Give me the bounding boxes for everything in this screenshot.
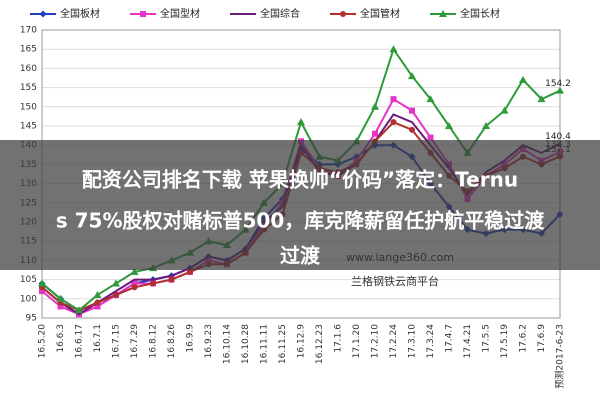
marker	[390, 96, 397, 103]
marker	[389, 45, 398, 53]
marker	[187, 268, 193, 275]
legend-label: 全国板材	[60, 7, 100, 20]
x-tick-label: 17.5.19	[500, 324, 510, 359]
y-tick-label: 165	[20, 45, 37, 55]
x-tick-label: 17.5.5	[482, 324, 492, 353]
marker	[445, 122, 453, 129]
x-tick-label: 16.6.17	[75, 324, 85, 358]
x-tick-label: 16.12.23	[315, 324, 325, 364]
marker	[537, 95, 546, 103]
marker	[372, 130, 378, 137]
marker	[94, 303, 101, 310]
x-tick-label: 16.10.28	[241, 324, 251, 364]
marker	[409, 126, 415, 133]
marker	[500, 106, 509, 114]
y-tick-label: 105	[20, 275, 37, 285]
marker	[57, 303, 64, 310]
x-tick-label: 16.6.3	[56, 324, 66, 353]
legend-label: 全国长材	[460, 7, 500, 20]
overlay-headline: s 75%股权对赌标普500，库克降薪留任护航平稳过渡	[56, 209, 545, 233]
marker	[519, 75, 527, 83]
x-tick-label: 17.4.7	[445, 324, 455, 353]
x-tick-label: 16.7.29	[130, 324, 140, 359]
x-tick-label: 16.12.9	[297, 324, 307, 359]
end-value-label: 154.2	[545, 79, 571, 89]
marker	[556, 86, 564, 94]
marker	[482, 122, 490, 129]
marker	[56, 294, 65, 302]
x-tick-label: 16.11.25	[278, 324, 288, 364]
marker	[409, 107, 415, 114]
y-tick-label: 170	[20, 26, 37, 36]
y-tick-label: 100	[20, 294, 37, 304]
watermark-name: 兰格钢铁云商平台	[351, 274, 439, 288]
marker	[112, 279, 120, 287]
x-tick-label: 17.3.24	[426, 324, 436, 359]
marker	[39, 10, 47, 18]
legend-label: 全国综合	[260, 7, 300, 20]
x-tick-label: 16.8.26	[167, 324, 177, 359]
marker	[39, 288, 45, 295]
x-tick-label: 17.4.21	[463, 324, 473, 358]
marker	[93, 290, 102, 298]
overlay-band	[0, 140, 600, 270]
y-tick-label: 150	[20, 102, 37, 112]
x-tick-label: 16.10.14	[223, 324, 233, 364]
x-tick-label: 17.6.9	[537, 324, 547, 353]
overlay-headline: 配资公司排名下载 苹果换帅“价码”落定：Ternu	[82, 168, 518, 192]
x-tick-label: 16.9.9	[186, 324, 196, 353]
x-tick-label: 16.7.15	[112, 324, 122, 358]
x-tick-label: 17.1.6	[334, 324, 344, 353]
x-tick-label: 预测2017-6-23	[555, 324, 566, 389]
marker	[439, 10, 447, 17]
x-tick-label: 17.2.24	[389, 324, 399, 359]
legend-label: 全国型材	[160, 7, 200, 20]
y-tick-label: 160	[20, 64, 37, 74]
marker	[75, 306, 83, 314]
overlay-headline: 过渡	[280, 244, 321, 268]
marker	[113, 291, 119, 298]
marker	[408, 72, 416, 80]
legend-label: 全国管材	[360, 7, 400, 20]
x-tick-label: 16.7.1	[93, 324, 103, 353]
x-tick-label: 16.5.20	[38, 324, 48, 359]
marker	[390, 119, 397, 126]
y-tick-label: 145	[20, 122, 37, 132]
y-tick-label: 95	[26, 314, 37, 324]
marker	[426, 95, 435, 103]
x-tick-label: 16.9.23	[204, 324, 214, 358]
watermark-url: www.lange360.com	[346, 251, 454, 264]
marker	[150, 280, 156, 287]
marker	[94, 299, 101, 306]
end-value-label: 140.4	[545, 132, 571, 142]
x-tick-label: 17.2.10	[371, 324, 381, 359]
marker	[297, 118, 305, 126]
marker	[131, 280, 138, 287]
marker	[130, 267, 139, 275]
x-tick-label: 16.11.11	[260, 324, 270, 364]
marker	[38, 279, 46, 287]
x-tick-label: 17.6.2	[519, 324, 529, 353]
x-tick-label: 17.3.10	[408, 324, 418, 359]
marker	[427, 134, 434, 141]
marker	[340, 11, 346, 17]
marker	[140, 11, 146, 17]
marker	[131, 284, 138, 291]
x-tick-label: 16.8.12	[149, 324, 159, 358]
marker	[168, 276, 175, 283]
x-tick-label: 17.1.20	[352, 324, 362, 359]
marker	[371, 102, 379, 110]
y-tick-label: 155	[20, 83, 37, 93]
